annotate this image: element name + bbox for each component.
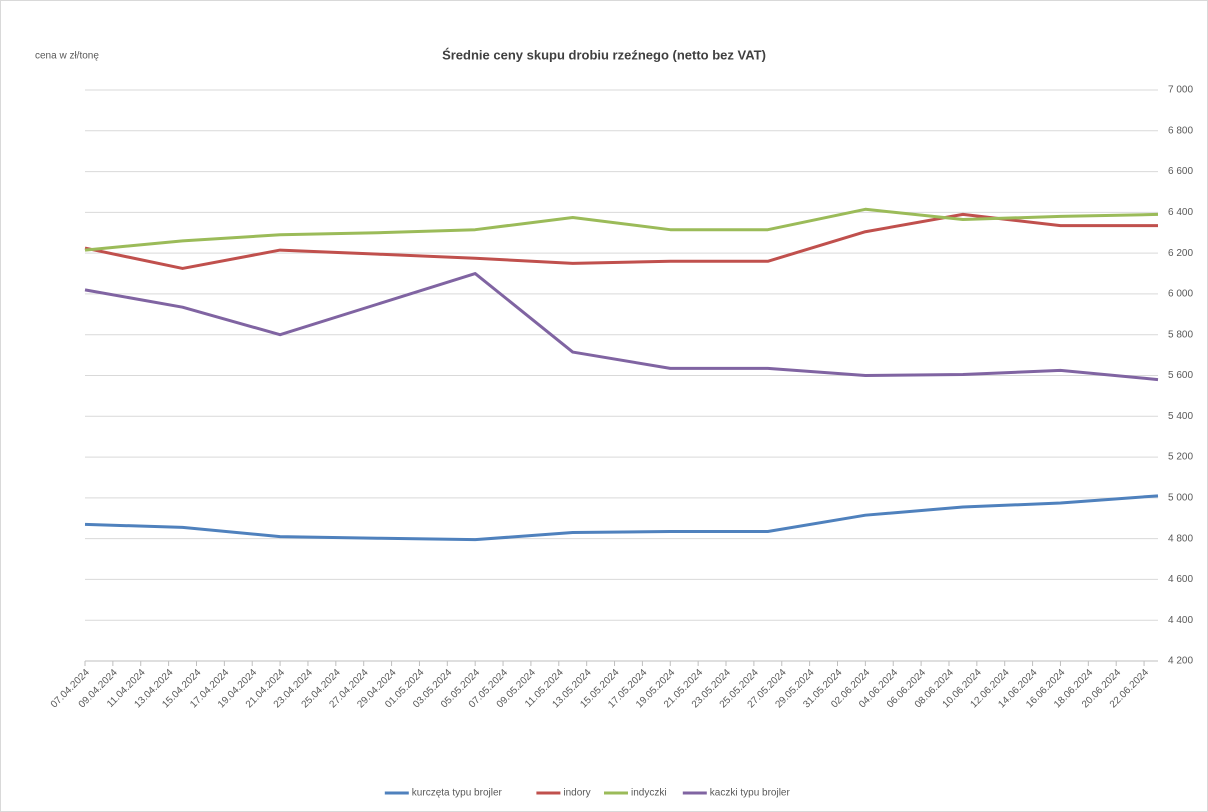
y-tick-label: 6 800 — [1168, 125, 1193, 136]
chart-title: Średnie ceny skupu drobiu rzeźnego (nett… — [442, 47, 766, 62]
y-tick-label: 4 600 — [1168, 574, 1193, 585]
y-tick-label: 6 000 — [1168, 289, 1193, 300]
legend-label: indyczki — [631, 788, 667, 799]
legend-label: indory — [563, 788, 590, 799]
series-line — [84, 207, 1159, 252]
y-tick-label: 5 600 — [1168, 370, 1193, 381]
y-tick-label: 5 200 — [1168, 452, 1193, 463]
series-line — [84, 272, 1159, 382]
y-tick-label: 5 000 — [1168, 492, 1193, 503]
y-tick-label: 7 000 — [1168, 85, 1193, 96]
y-tick-label: 4 400 — [1168, 615, 1193, 626]
y-tick-label: 6 200 — [1168, 248, 1193, 259]
y-tick-label: 4 800 — [1168, 533, 1193, 544]
series-line — [84, 494, 1159, 542]
legend-label: kurczęta typu brojler — [412, 788, 503, 799]
y-axis-label: cena w zł/tonę — [35, 51, 99, 62]
series-line — [84, 212, 1158, 270]
y-tick-label: 4 200 — [1168, 656, 1193, 667]
legend-label: kaczki typu brojler — [710, 788, 791, 799]
y-tick-label: 5 800 — [1168, 329, 1193, 340]
y-tick-label: 6 600 — [1168, 166, 1193, 177]
y-tick-label: 6 400 — [1168, 207, 1193, 218]
y-tick-label: 5 400 — [1168, 411, 1193, 422]
